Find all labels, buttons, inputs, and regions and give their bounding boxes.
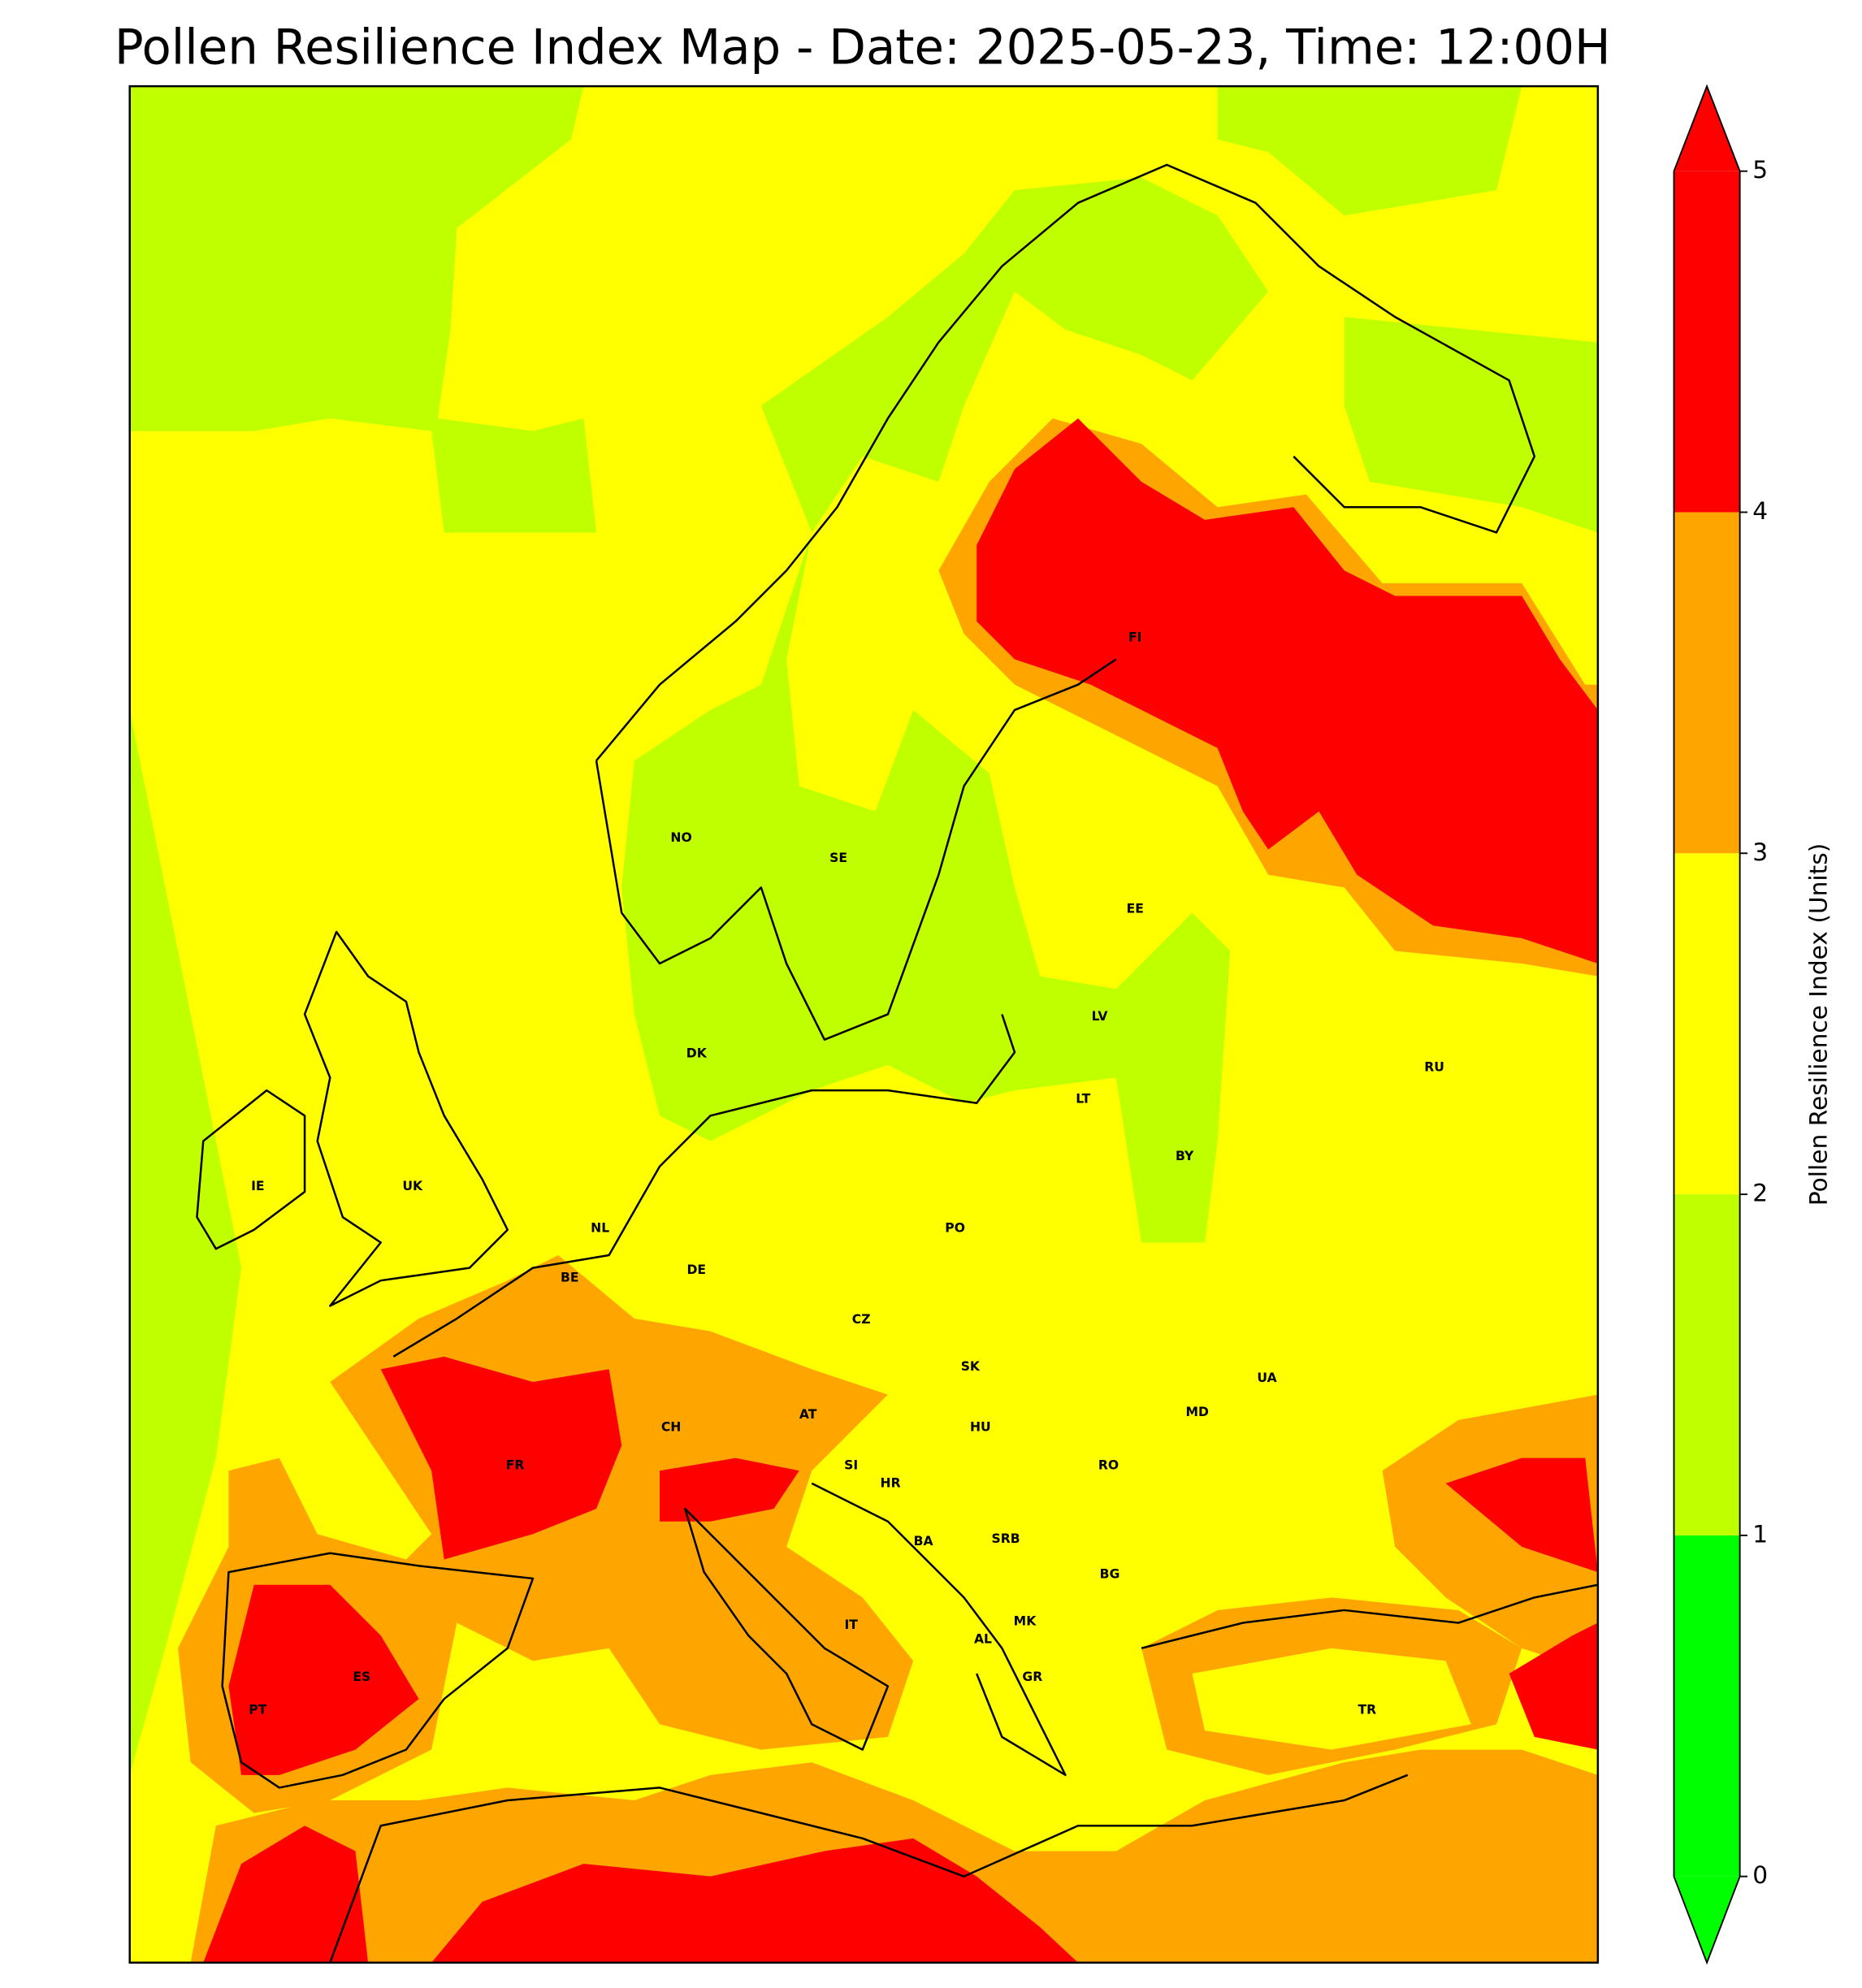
field	[660, 1457, 799, 1522]
country-label: GR	[1022, 1670, 1042, 1684]
country-label: MK	[1014, 1613, 1037, 1628]
country-label: DK	[686, 1046, 708, 1060]
country-label: SE	[829, 851, 847, 865]
map-frame	[128, 84, 1600, 1964]
coastline	[196, 1089, 306, 1250]
field	[431, 1838, 1079, 1963]
country-labels: NO SE FI EE LV LT RU BY DK IE UK NL BE DE PO CZ SK UA AT CH…	[249, 630, 1444, 1717]
country-label: SRB	[992, 1531, 1020, 1546]
country-label: HU	[970, 1420, 991, 1435]
field	[228, 1584, 419, 1775]
coastline	[683, 1507, 890, 1751]
country-label: PO	[945, 1221, 965, 1236]
field	[1509, 1622, 1598, 1750]
field	[380, 1356, 622, 1560]
field	[1344, 317, 1598, 533]
coastline	[1141, 1583, 1598, 1649]
country-label: CH	[661, 1420, 682, 1435]
coastline	[303, 930, 509, 1307]
country-label: NL	[591, 1221, 609, 1236]
field	[621, 177, 1269, 1243]
colorbar-tick-label: 5	[1752, 155, 1768, 184]
colorbar-extend	[1674, 1876, 1740, 1963]
coastline	[329, 1774, 1409, 1963]
country-label: LT	[1076, 1092, 1090, 1107]
coastline	[595, 163, 1536, 762]
coastline	[221, 1552, 535, 1789]
country-label: EE	[1127, 901, 1144, 916]
country-label: BA	[914, 1534, 933, 1548]
country-label: RO	[1098, 1458, 1119, 1473]
field	[203, 1826, 369, 1963]
country-label: ES	[353, 1670, 370, 1684]
field	[129, 709, 242, 1775]
country-label: IT	[844, 1618, 858, 1632]
colorbar-tick-label: 0	[1752, 1860, 1768, 1889]
country-label: HR	[881, 1475, 901, 1490]
country-label: SK	[961, 1359, 981, 1374]
country-label: BE	[561, 1271, 579, 1285]
country-label: FI	[1128, 630, 1141, 644]
coastline	[392, 1014, 1016, 1358]
field	[1217, 86, 1522, 216]
country-label: SI	[844, 1458, 858, 1473]
country-label: BG	[1100, 1567, 1120, 1582]
country-label: CZ	[852, 1312, 871, 1327]
country-label: BY	[1176, 1149, 1194, 1163]
country-label: MD	[1185, 1405, 1209, 1419]
colorbar-segment	[1674, 1194, 1740, 1535]
country-label: NO	[670, 830, 691, 845]
colorbar-segment	[1674, 171, 1740, 513]
country-label: UK	[402, 1179, 423, 1193]
coastline	[811, 1482, 1067, 1777]
field	[1445, 1457, 1598, 1573]
country-label: IE	[251, 1179, 264, 1193]
colorbar-segment	[1674, 1535, 1740, 1877]
colorbar-tick-label: 3	[1752, 838, 1768, 866]
colorbar-segment	[1674, 512, 1740, 854]
colorbar-tick-label: 4	[1752, 496, 1768, 525]
country-label: LV	[1092, 1009, 1108, 1024]
colorbar-extend	[1674, 86, 1740, 171]
country-label: AT	[799, 1407, 817, 1422]
field	[976, 418, 1598, 964]
country-label: UA	[1257, 1371, 1276, 1385]
map-title: Pollen Resilience Index Map - Date: 2025…	[115, 19, 1611, 76]
map	[129, 86, 1598, 1963]
colorbar-label: Pollen Resilience Index (Units)	[1804, 843, 1832, 1206]
colorbar-segment	[1674, 853, 1740, 1195]
country-label: AL	[974, 1631, 992, 1646]
colorbar-tick-label: 1	[1752, 1519, 1768, 1548]
colorbar: 0 1 2 3 4 5	[1673, 84, 1768, 1965]
field	[129, 86, 597, 533]
country-label: RU	[1424, 1060, 1444, 1075]
country-label: DE	[686, 1263, 706, 1277]
country-label: TR	[1358, 1703, 1377, 1717]
country-label: PT	[249, 1703, 266, 1717]
country-label: FR	[506, 1458, 525, 1473]
coastline	[595, 658, 1117, 1041]
colorbar-tick-label: 2	[1752, 1179, 1768, 1207]
field	[1192, 1648, 1471, 1750]
